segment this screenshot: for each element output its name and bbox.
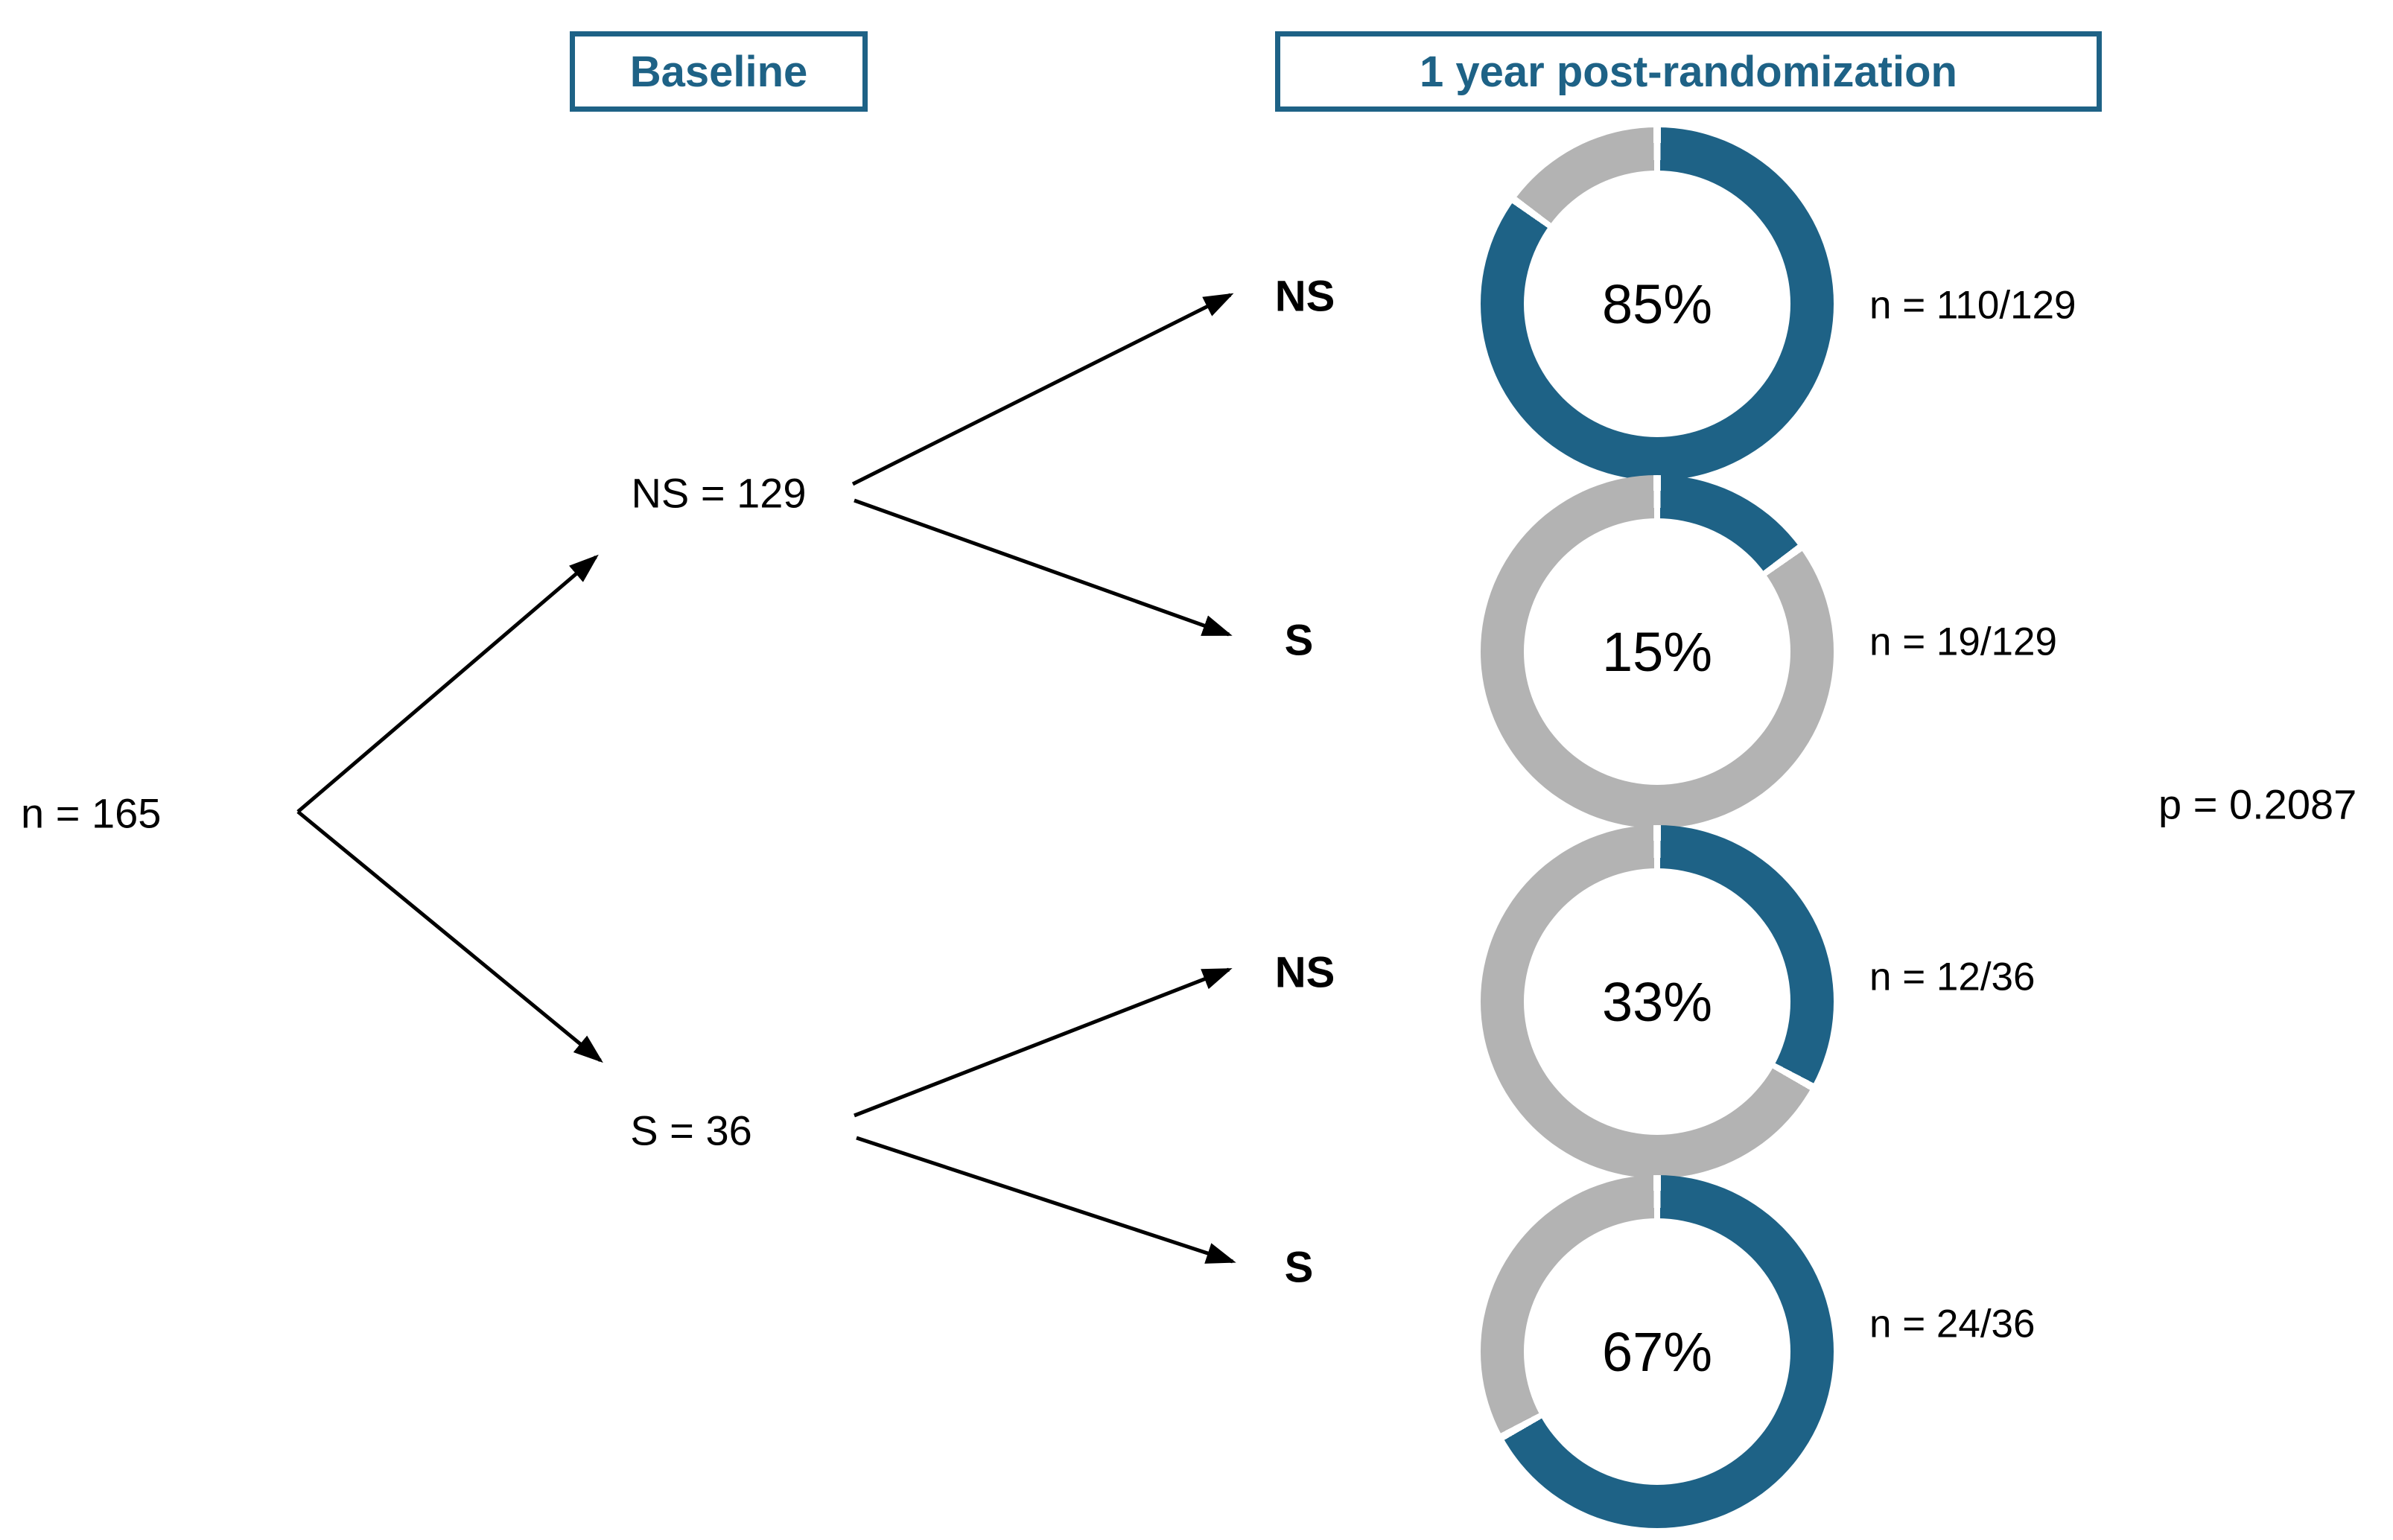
baseline-node-s: S = 36 <box>630 1107 752 1154</box>
donut-chart-85: 85% <box>1481 127 1834 480</box>
post-randomization-header-label: 1 year post-randomization <box>1420 47 1957 96</box>
outcome-label-s-1: S <box>1284 616 1314 665</box>
n-annotation-4: n = 24/36 <box>1869 1302 2036 1346</box>
n-annotation-3: n = 12/36 <box>1869 955 2036 999</box>
donut-percent-label: 85% <box>1601 273 1713 335</box>
donut-percent-label: 67% <box>1601 1320 1713 1383</box>
arrow-root-to-s36 <box>296 810 603 1063</box>
p-value-label: p = 0.2087 <box>2158 780 2357 828</box>
outcome-label-ns-2: NS <box>1274 948 1335 997</box>
donut-center-hole: 33% <box>1524 868 1790 1135</box>
donut-center-hole: 15% <box>1524 518 1790 785</box>
arrow-ns129-to-s <box>854 498 1233 637</box>
baseline-node-ns: NS = 129 <box>631 469 807 517</box>
arrow-s36-to-s <box>856 1136 1236 1264</box>
donut-percent-label: 33% <box>1601 970 1713 1033</box>
donut-chart-15: 15% <box>1481 475 1834 828</box>
n-annotation-2: n = 19/129 <box>1869 620 2057 664</box>
baseline-header-box: Baseline <box>570 31 868 112</box>
arrow-s36-to-ns <box>854 967 1233 1118</box>
arrow-ns129-to-ns <box>851 293 1234 486</box>
outcome-label-ns-1: NS <box>1274 272 1335 321</box>
donut-center-hole: 67% <box>1524 1218 1790 1485</box>
root-node-label: n = 165 <box>21 789 162 837</box>
n-annotation-1: n = 110/129 <box>1869 283 2076 328</box>
post-randomization-header-box: 1 year post-randomization <box>1275 31 2102 112</box>
donut-percent-label: 15% <box>1601 620 1713 683</box>
donut-chart-67: 67% <box>1481 1175 1834 1528</box>
donut-center-hole: 85% <box>1524 171 1790 437</box>
baseline-header-label: Baseline <box>629 47 808 96</box>
donut-chart-33: 33% <box>1481 825 1834 1178</box>
arrow-root-to-ns129 <box>296 554 599 813</box>
outcome-label-s-2: S <box>1284 1243 1314 1292</box>
